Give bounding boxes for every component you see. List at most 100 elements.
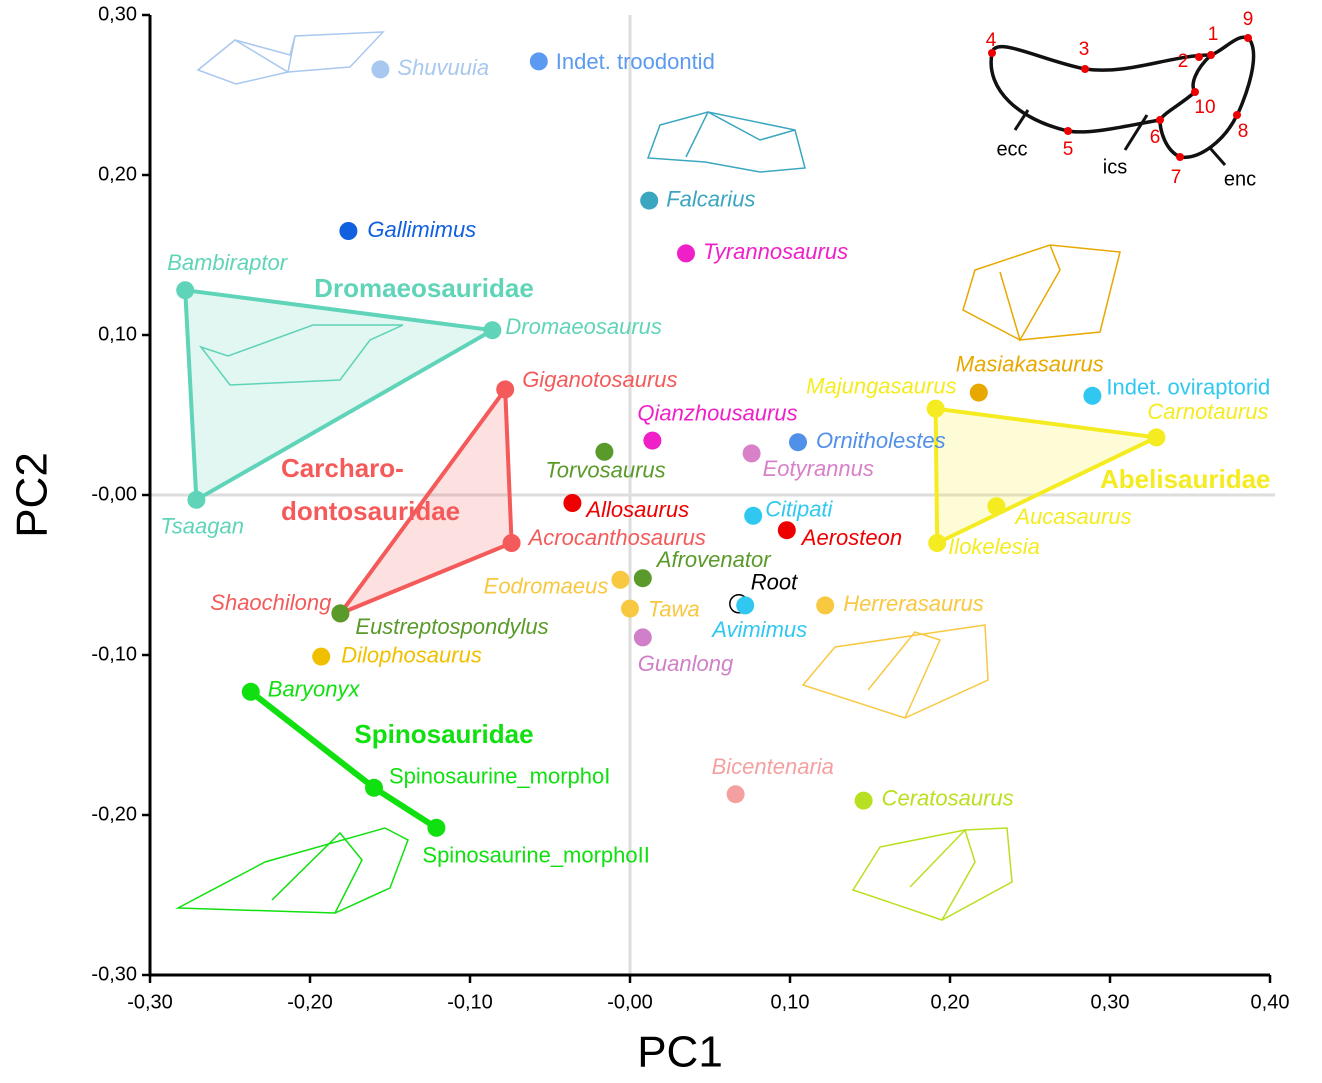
point-label: Allosaurus [584, 497, 689, 522]
data-point [176, 281, 195, 300]
data-point [611, 570, 630, 589]
data-point [529, 52, 548, 71]
wireframe [909, 828, 976, 921]
point-label: Eotyrannus [763, 456, 874, 481]
data-point [926, 399, 945, 418]
group-label: Spinosauridae [354, 719, 533, 749]
landmark-label: 1 [1208, 24, 1219, 45]
wireframe [801, 624, 989, 719]
y-tick-label: -0,20 [91, 803, 137, 825]
point-label: Avimimus [710, 617, 807, 642]
point-label: Ornitholestes [816, 428, 946, 453]
data-point [1083, 386, 1102, 405]
y-tick-label: 0,30 [98, 3, 137, 25]
wireframe [234, 35, 296, 74]
point-label: Torvosaurus [545, 458, 665, 483]
landmark-label: 3 [1079, 39, 1090, 60]
landmark [988, 49, 996, 57]
x-tick-label: 0,20 [931, 991, 970, 1013]
y-tick-label: -0,30 [91, 963, 137, 985]
landmark [1233, 111, 1241, 119]
data-point [331, 604, 350, 623]
data-point [427, 818, 446, 837]
wireframe [646, 111, 806, 173]
data-point [633, 569, 652, 588]
group-hull [334, 383, 514, 618]
landmark-label: 5 [1063, 139, 1074, 160]
point-label: Indet. troodontid [556, 49, 715, 74]
data-point [502, 534, 521, 552]
wireframe [175, 827, 409, 914]
group-label: Dromaeosauridae [314, 273, 534, 303]
y-axis-title: PC2 [8, 452, 57, 538]
wireframe [999, 244, 1061, 342]
region-tick [1013, 109, 1227, 166]
x-tick-label: -0,00 [607, 991, 653, 1013]
data-point [483, 321, 502, 340]
data-point [677, 244, 695, 263]
group-hull [183, 287, 499, 504]
data-point [816, 596, 835, 615]
point-label: Root [751, 570, 798, 595]
wireframe [685, 110, 796, 158]
landmarks [988, 34, 1252, 161]
landmark [1207, 51, 1215, 59]
group-label: Carcharo- [281, 453, 404, 483]
x-axis-title: PC1 [637, 1028, 723, 1077]
point-label: Acrocanthosaurus [527, 525, 706, 550]
wireframe [851, 827, 1013, 921]
data-point [371, 60, 390, 79]
point-label: Tsaagan [160, 514, 244, 539]
region-label: enc [1224, 168, 1256, 190]
data-point [633, 628, 652, 647]
point-label: Shaochilong [210, 590, 332, 615]
data-point [789, 433, 807, 452]
landmark [1176, 153, 1184, 161]
x-tick-label: 0,10 [771, 991, 810, 1013]
landmark-label: 6 [1150, 127, 1161, 148]
landmark-label: 2 [1178, 51, 1189, 72]
point-label: Dromaeosaurus [505, 314, 662, 339]
plot-back [150, 15, 1275, 975]
point-label: Indet. oviraptorid [1106, 375, 1270, 400]
data-point [365, 778, 383, 797]
wireframe [271, 831, 363, 914]
point-label: Gallimimus [367, 217, 476, 242]
x-tick-label: 0,40 [1251, 991, 1290, 1013]
data-point [742, 444, 761, 463]
y-tick-label: 0,10 [98, 323, 137, 345]
point-label: Spinosaurine_morphoII [422, 843, 649, 868]
landmark [1156, 116, 1164, 124]
y-tick-label: -0,10 [91, 643, 137, 665]
x-tick-label: 0,30 [1091, 991, 1130, 1013]
data-point [640, 191, 659, 210]
data-point [496, 380, 515, 399]
wireframe [962, 244, 1121, 341]
wireframe [196, 31, 385, 85]
data-point [744, 506, 763, 525]
data-point [987, 497, 1006, 516]
landmark [1195, 53, 1203, 61]
landmark-label: 8 [1238, 121, 1249, 142]
data-point [595, 442, 614, 461]
point-label: Herrerasaurus [843, 591, 984, 616]
landmark-diagram: 1 2 3 4 5 6 7 8 9 10 ecc ics enc [986, 9, 1256, 190]
data-point [1147, 428, 1166, 447]
point-label: Eustreptospondylus [355, 614, 548, 639]
point-label: Falcarius [666, 186, 755, 211]
point-label: Masiakasaurus [956, 351, 1104, 376]
point-label: Aerosteon [800, 525, 902, 550]
landmark [1064, 127, 1072, 135]
data-point [241, 682, 260, 701]
point-label: Majungasaurus [806, 373, 956, 398]
point-label: Ilokelesia [948, 534, 1040, 559]
x-tick-label: -0,10 [447, 991, 493, 1013]
wireframe [867, 631, 942, 719]
region-label: ecc [996, 138, 1027, 160]
point-label: Carnotaurus [1147, 399, 1268, 424]
point-label: Eodromaeus [484, 574, 609, 599]
landmark [1081, 65, 1089, 73]
landmark-label: 10 [1194, 97, 1215, 118]
point-label: Spinosaurine_morphoI [389, 764, 610, 789]
